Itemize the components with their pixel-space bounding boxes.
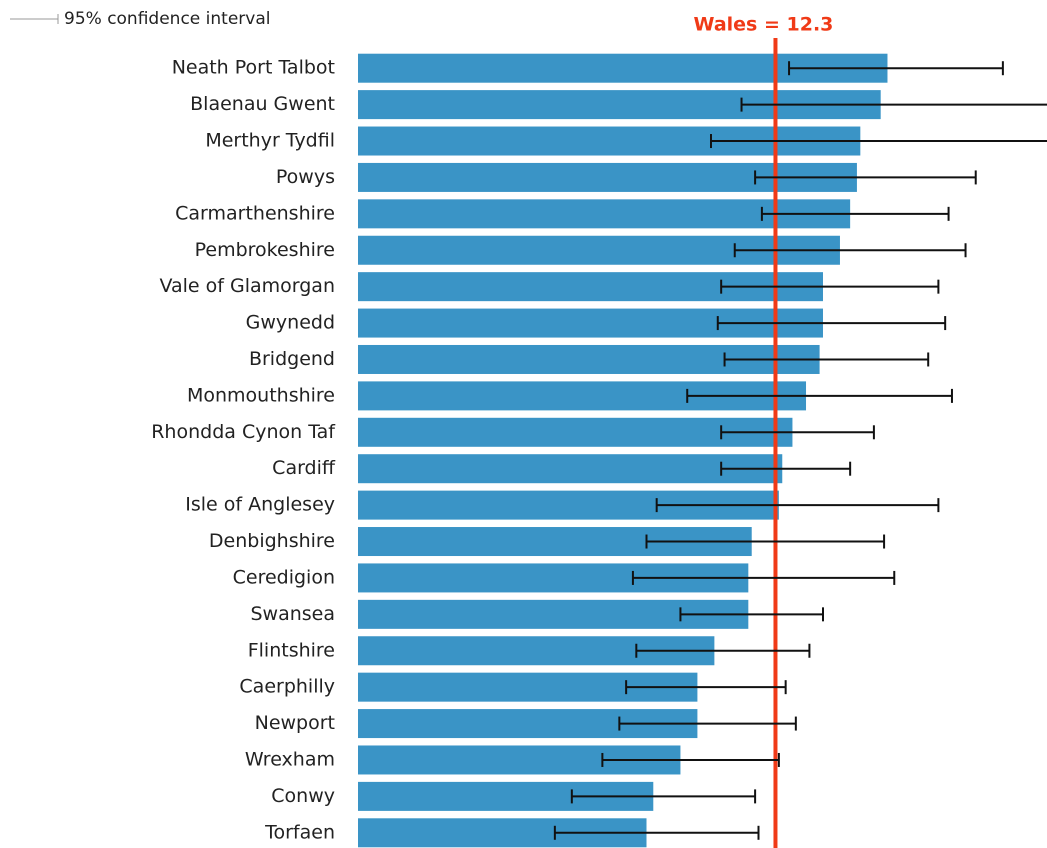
error-bar xyxy=(553,825,760,840)
error-bar xyxy=(601,752,780,767)
bar xyxy=(358,454,783,484)
y-tick-label: Isle of Anglesey xyxy=(185,494,335,516)
error-bar xyxy=(618,716,797,731)
y-tick-label: Swansea xyxy=(250,603,335,625)
y-tick-label: Denbighshire xyxy=(209,530,335,552)
y-tick-label: Torfaen xyxy=(264,821,335,843)
error-bar xyxy=(720,425,875,440)
error-bar xyxy=(709,134,1047,149)
y-tick-label: Bridgend xyxy=(249,348,335,370)
y-tick-label: Gwynedd xyxy=(246,312,335,334)
y-tick-label: Cardiff xyxy=(272,457,336,479)
y-tick-label: Pembrokeshire xyxy=(195,239,335,261)
error-bar xyxy=(570,789,757,804)
y-tick-label: Powys xyxy=(276,166,335,188)
y-tick-label: Neath Port Talbot xyxy=(172,57,335,79)
error-bar xyxy=(720,461,852,476)
error-bar xyxy=(788,61,1004,76)
error-bar xyxy=(625,680,787,695)
y-tick-label: Ceredigion xyxy=(233,566,335,588)
y-tick-label: Carmarthenshire xyxy=(175,202,335,224)
error-bar xyxy=(760,206,950,221)
error-bar xyxy=(686,388,953,403)
y-tick-label: Blaenau Gwent xyxy=(190,93,335,115)
y-tick-label: Rhondda Cynon Taf xyxy=(151,421,336,443)
error-bar xyxy=(733,243,967,258)
error-bar xyxy=(716,316,947,331)
y-tick-label: Monmouthshire xyxy=(187,384,335,406)
error-bar xyxy=(720,279,940,294)
error-bar xyxy=(645,534,886,549)
y-tick-label: Wrexham xyxy=(245,748,335,770)
bar xyxy=(358,417,793,447)
error-bar xyxy=(655,498,940,513)
error-bar xyxy=(635,643,811,658)
error-bar xyxy=(631,570,896,585)
error-bar xyxy=(754,170,977,185)
y-tick-label: Merthyr Tydfil xyxy=(205,130,335,152)
error-bar xyxy=(679,607,824,622)
y-tick-label: Caerphilly xyxy=(239,676,335,698)
y-tick-label: Conwy xyxy=(271,785,335,807)
error-bar xyxy=(740,97,1047,112)
legend-label: 95% confidence interval xyxy=(64,9,270,29)
error-bar xyxy=(723,352,930,367)
reference-label: Wales = 12.3 xyxy=(694,14,834,36)
y-tick-label: Flintshire xyxy=(248,639,335,661)
y-tick-label: Vale of Glamorgan xyxy=(159,275,335,297)
y-tick-label: Newport xyxy=(255,712,335,734)
